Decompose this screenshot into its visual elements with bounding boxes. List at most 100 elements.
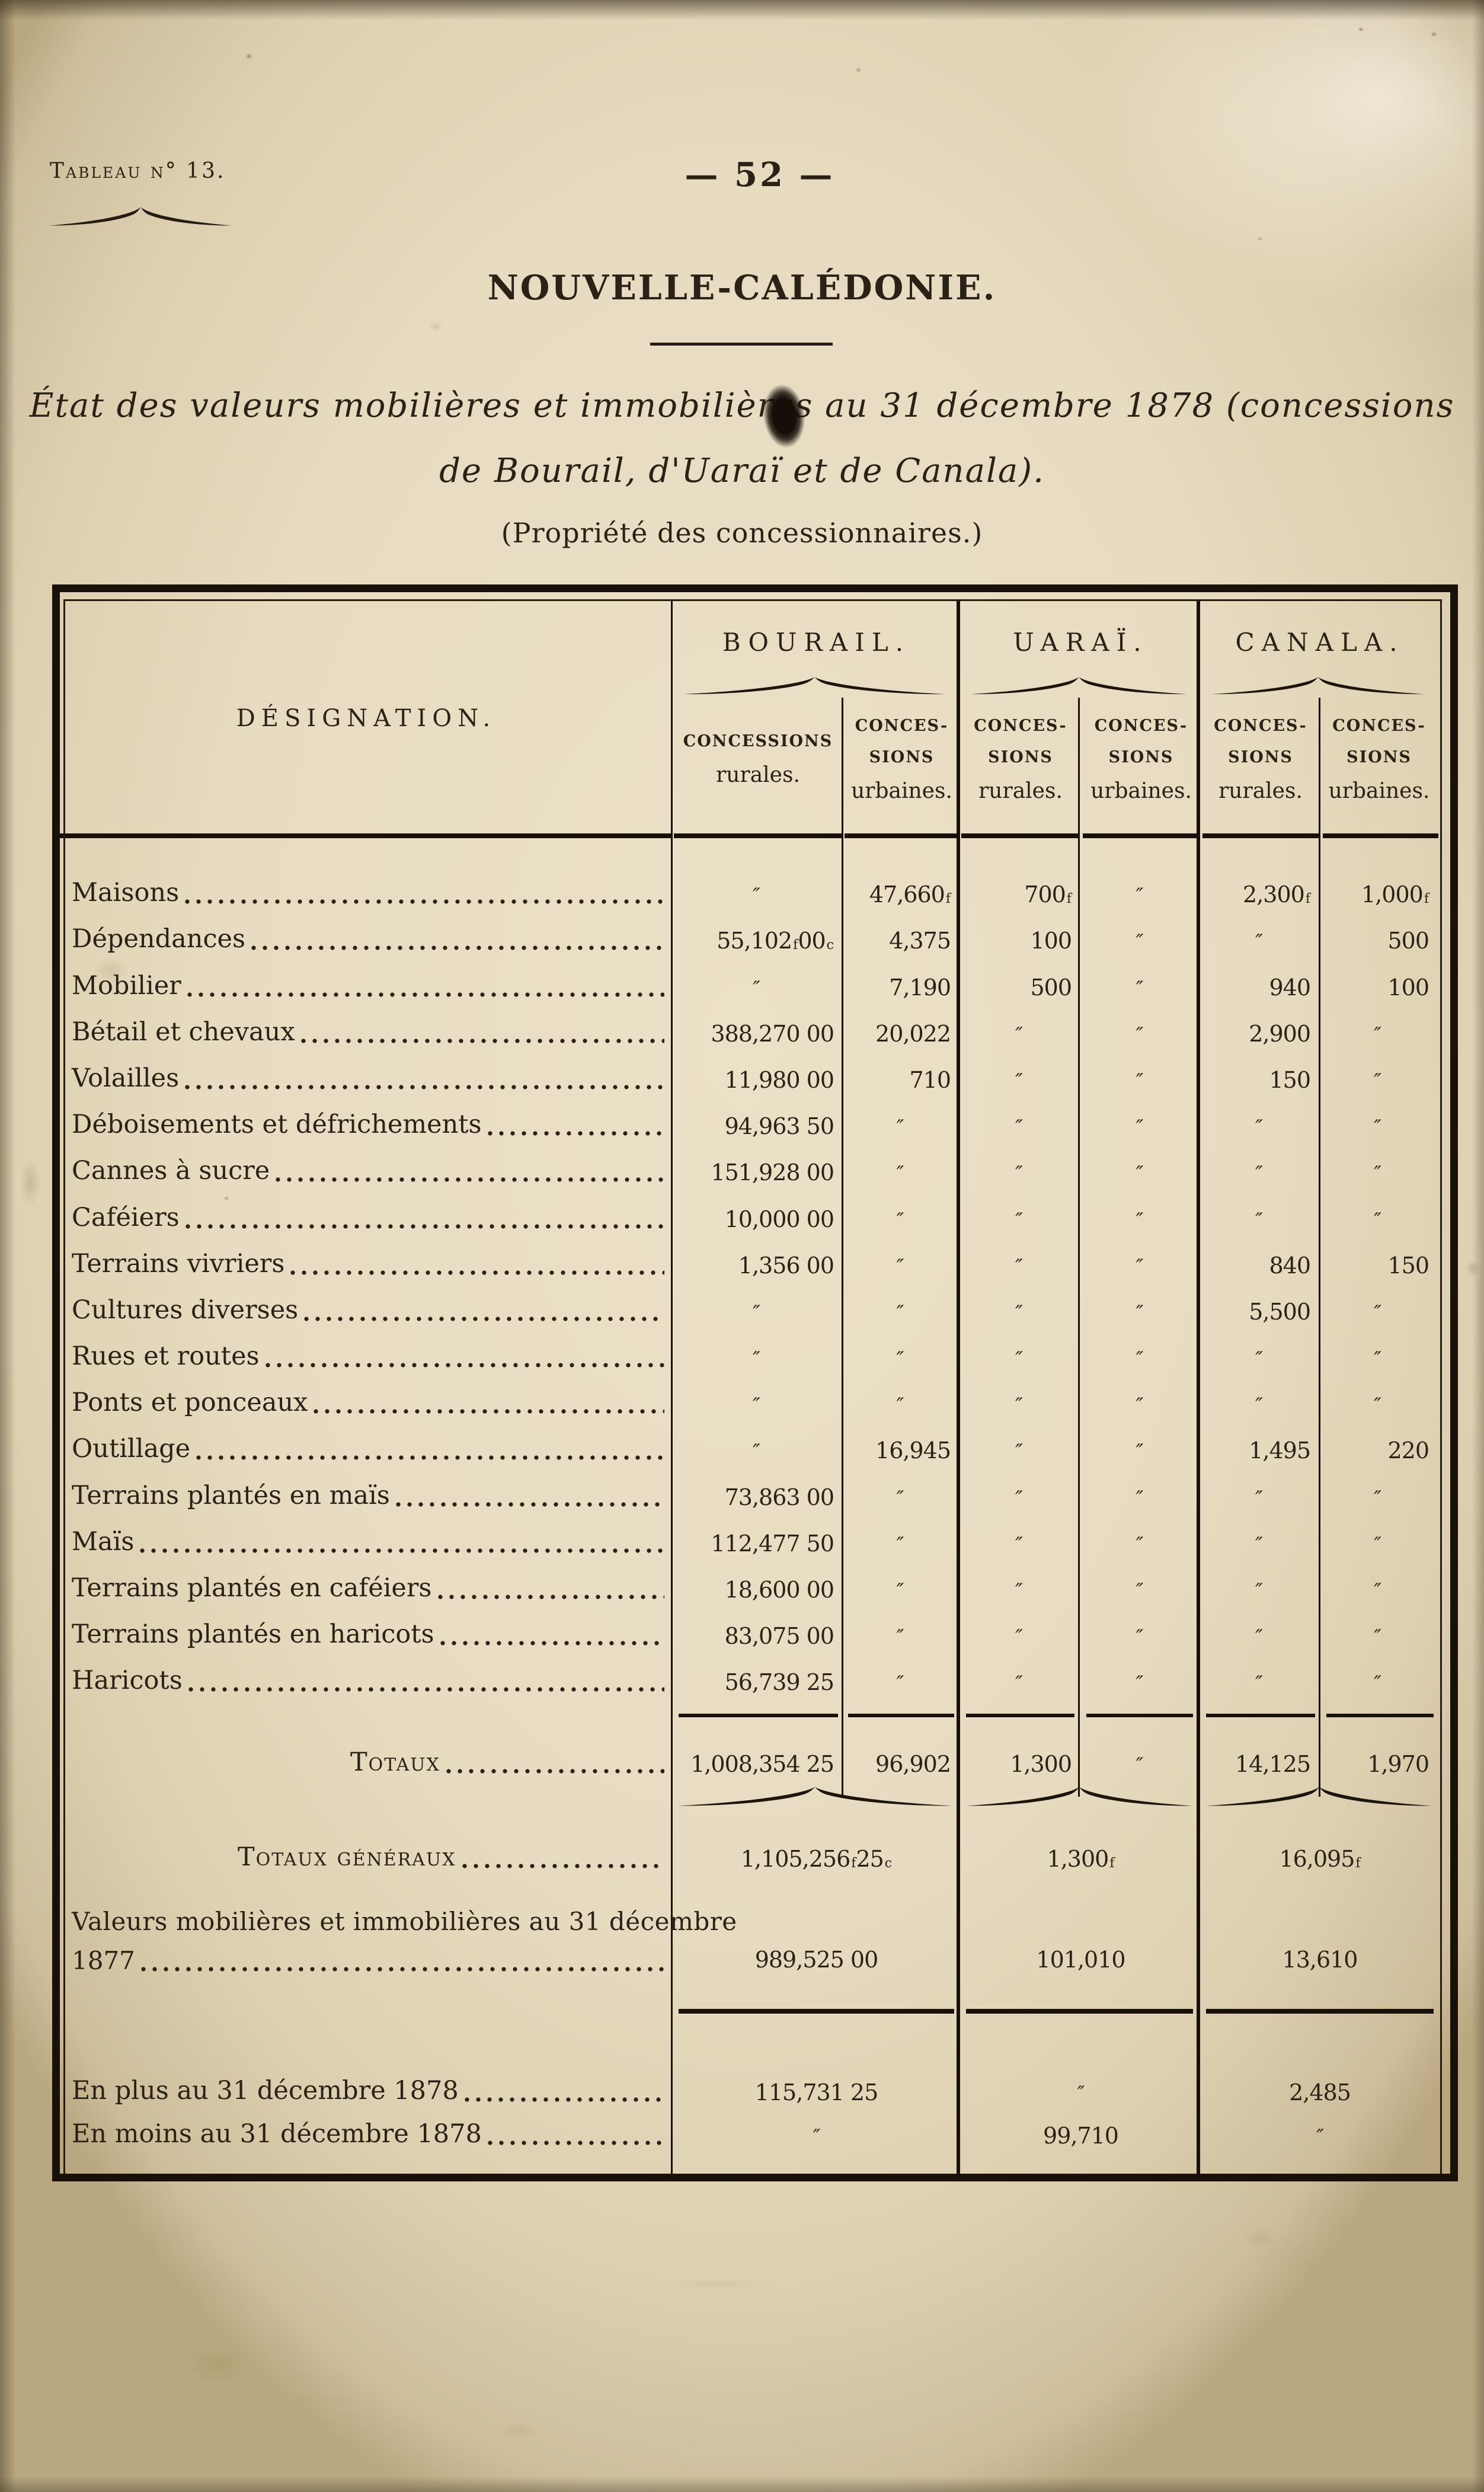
null-mark-cell: ″ <box>1077 2082 1085 2106</box>
value-cell: 14,125 <box>1235 1751 1311 1777</box>
subheader-line: CONCES- <box>1214 717 1307 735</box>
row-label-cell: Terrains plantés en maïs <box>60 1471 673 1517</box>
subheader-line: urbaines. <box>851 779 952 803</box>
value-cell: 989,525 00 <box>754 1947 879 1973</box>
subheader-line: urbaines. <box>1328 779 1430 803</box>
previous-year-label-line1: Valeurs mobilières et immobilières au 31… <box>72 1907 737 1936</box>
table-row: Volailles 11,980 00 710 ″ ″ 150 ″ <box>60 1055 1438 1101</box>
leader-dots <box>290 1270 664 1275</box>
null-mark-cell: ″ <box>753 976 760 1001</box>
table-row: Mobilier ″ 7,190 500 ″ 940 100 <box>60 961 1438 1008</box>
table-row: Bétail et chevaux 388,270 00 20,022 ″ ″ 2,900… <box>60 1008 1438 1055</box>
null-mark-cell: ″ <box>1015 1579 1023 1603</box>
header-rule <box>1323 833 1438 838</box>
paper-stain <box>492 2418 545 2442</box>
value-cell: 150 <box>1269 1066 1311 1093</box>
previous-year-row: Valeurs mobilières et immobilières au 31… <box>60 1909 1438 1980</box>
null-mark-cell: ″ <box>1136 1116 1144 1140</box>
leader-dots <box>462 1864 664 1868</box>
column-subheader: CONCES- SIONS urbaines. <box>1320 718 1438 802</box>
table-row: Terrains vivriers 1,356 00 ″ ″ ″ 840 150 <box>60 1240 1438 1286</box>
paper-stain <box>17 1150 44 1215</box>
paper-stain <box>1429 31 1438 38</box>
null-mark-cell: ″ <box>753 1347 760 1372</box>
null-mark-cell: ″ <box>896 1486 904 1510</box>
row-label: En moins au 31 décembre 1878 <box>72 2119 482 2149</box>
null-mark-cell: ″ <box>1136 1672 1144 1696</box>
value-cell: 18,600 00 <box>724 1577 834 1603</box>
paper-stain <box>1256 236 1264 242</box>
row-label-cell: Outillage <box>60 1425 673 1471</box>
table-row: Haricots 56,739 25 ″ ″ ″ ″ ″ <box>60 1657 1438 1703</box>
header-rule <box>60 833 671 838</box>
header-brace <box>681 675 948 698</box>
row-label: Terrains plantés en haricots <box>72 1619 434 1650</box>
row-label-cell: Rues et routes <box>60 1333 673 1379</box>
leader-dots <box>487 2140 664 2145</box>
null-mark-cell: ″ <box>1374 1208 1381 1232</box>
totals-label-cell: Totaux <box>60 1722 673 1785</box>
null-mark-cell: ″ <box>1374 1347 1381 1372</box>
null-mark-cell: ″ <box>1015 1208 1023 1232</box>
null-mark-cell: ″ <box>1015 1672 1023 1696</box>
row-label: Terrains plantés en maïs <box>72 1480 390 1510</box>
value-cell: 16,945 <box>875 1437 951 1464</box>
subheader-line: CONCESSIONS <box>683 732 833 750</box>
leader-dots <box>196 1455 664 1461</box>
null-mark-cell: ″ <box>1374 1116 1381 1140</box>
value-cell: 500 <box>1387 928 1429 954</box>
subheader-line: rurales. <box>1218 779 1303 803</box>
paper-stain <box>1357 26 1365 33</box>
grand-totals-row: Totaux généraux 1,105,256 f 25 c 1,300 f 16,09… <box>60 1825 1438 1880</box>
value-cell: 101,010 <box>1036 1947 1125 1973</box>
table-row: Dépendances 55,102 f 00 c 4,375 100 ″ ″ 500 <box>60 915 1438 961</box>
value-cell: 1,008,354 25 <box>690 1751 834 1777</box>
null-mark-cell: ″ <box>1255 1532 1263 1557</box>
section-rule <box>679 2009 954 2014</box>
null-mark-cell: ″ <box>1316 2125 1324 2149</box>
null-mark-cell: ″ <box>1136 1532 1144 1557</box>
subheader-line: CONCES- <box>974 717 1067 735</box>
column-subheader: CONCES- SIONS urbaines. <box>1081 718 1201 802</box>
value-cell: 150 <box>1387 1252 1429 1279</box>
header-brace <box>1210 675 1427 698</box>
table-row: Terrains plantés en haricots 83,075 00 ″ ″ ″… <box>60 1611 1438 1657</box>
null-mark-cell: ″ <box>1015 1440 1023 1464</box>
null-mark-cell: ″ <box>1015 1301 1023 1325</box>
flourish-ornament <box>47 205 234 232</box>
region-header: BOURAIL. <box>722 628 911 657</box>
subheader-line: SIONS <box>1347 748 1412 766</box>
row-label-cell: Cultures diverses <box>60 1286 673 1333</box>
column-divider <box>957 600 960 2174</box>
column-divider <box>671 600 673 2174</box>
null-mark-cell: ″ <box>896 1625 904 1650</box>
subheader-line: SIONS <box>1228 748 1293 766</box>
leader-dots <box>487 1131 664 1136</box>
header-rule <box>845 833 958 838</box>
table-row: Terrains plantés en caféiers 18,600 00 ″ ″ ″… <box>60 1564 1438 1611</box>
row-label: Maisons <box>72 878 180 908</box>
previous-year-label-cell: Valeurs mobilières et immobilières au 31… <box>60 1909 737 1980</box>
designation-header: DÉSIGNATION. <box>236 705 497 732</box>
null-mark-cell: ″ <box>1374 1069 1381 1093</box>
null-mark-cell: ″ <box>753 1440 760 1464</box>
row-label: Totaux généraux <box>238 1842 456 1872</box>
column-divider <box>1078 698 1080 1797</box>
null-mark-cell: ″ <box>896 1208 904 1232</box>
value-cell: 1,970 <box>1367 1751 1429 1777</box>
header-rule <box>674 833 842 838</box>
null-mark-cell: ″ <box>1255 930 1263 954</box>
value-cell: 100 <box>1030 928 1072 954</box>
value-cell: 1,356 00 <box>738 1252 834 1279</box>
null-mark-cell: ″ <box>1255 1394 1263 1418</box>
row-label-cell: Terrains plantés en haricots <box>60 1611 673 1657</box>
leader-dots <box>314 1409 664 1414</box>
null-mark-cell: ″ <box>1136 1394 1144 1418</box>
null-mark-cell: ″ <box>1374 1486 1381 1510</box>
title-rule <box>650 343 833 346</box>
row-label: Rues et routes <box>72 1341 260 1372</box>
value-cell: 115,731 25 <box>754 2079 879 2106</box>
null-mark-cell: ″ <box>896 1394 904 1418</box>
previous-year-label: Valeurs mobilières et immobilières au 31… <box>72 1909 737 1980</box>
